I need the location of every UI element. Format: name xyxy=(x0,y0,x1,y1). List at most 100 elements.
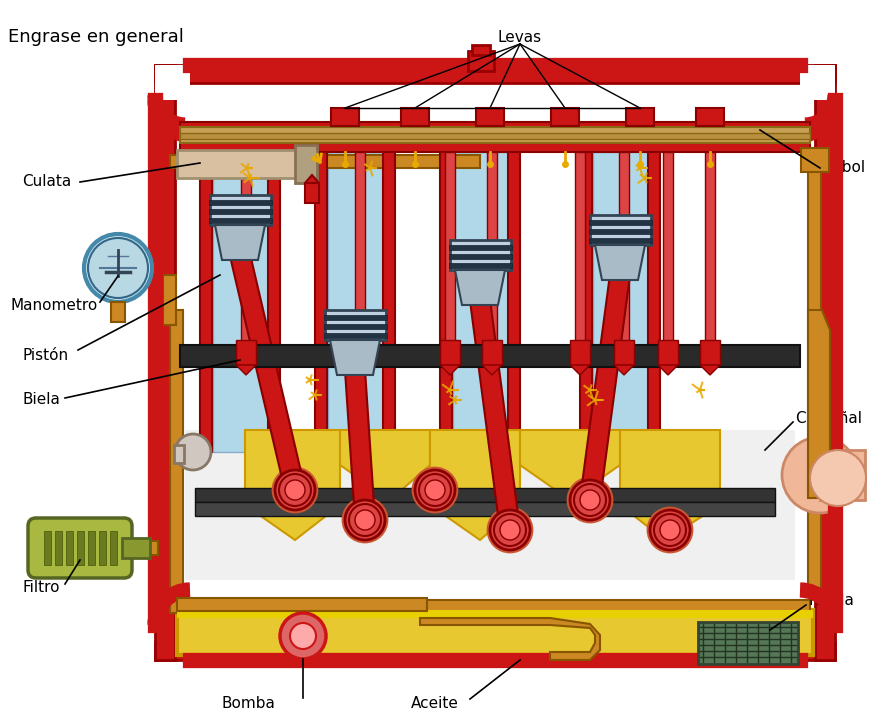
Polygon shape xyxy=(570,365,590,375)
Bar xyxy=(698,622,798,664)
Bar xyxy=(450,240,511,270)
Bar xyxy=(241,152,251,352)
Bar xyxy=(482,340,502,365)
Bar xyxy=(209,209,272,214)
Polygon shape xyxy=(658,365,678,375)
Bar xyxy=(476,108,504,126)
Bar xyxy=(324,315,387,320)
Bar xyxy=(177,598,427,611)
Bar xyxy=(170,310,183,600)
Bar xyxy=(170,155,480,168)
Bar xyxy=(331,108,359,126)
Bar xyxy=(700,340,720,365)
Text: Rejilla: Rejilla xyxy=(808,592,854,607)
Polygon shape xyxy=(215,225,265,260)
Bar xyxy=(122,538,150,558)
Text: Pistón: Pistón xyxy=(22,348,68,363)
Circle shape xyxy=(84,234,152,302)
Bar xyxy=(88,531,95,565)
Bar xyxy=(315,152,327,452)
Bar xyxy=(185,430,795,580)
Circle shape xyxy=(349,504,381,536)
Polygon shape xyxy=(808,310,830,498)
Polygon shape xyxy=(440,365,460,375)
Bar xyxy=(110,531,117,565)
Circle shape xyxy=(345,500,385,540)
Polygon shape xyxy=(620,430,720,540)
Circle shape xyxy=(415,470,455,510)
Bar xyxy=(155,65,175,660)
Circle shape xyxy=(285,480,305,500)
Bar xyxy=(801,148,829,172)
Bar xyxy=(350,340,370,365)
Text: Bomba: Bomba xyxy=(221,696,275,710)
Polygon shape xyxy=(700,365,720,375)
Bar xyxy=(99,531,106,565)
Circle shape xyxy=(273,468,317,512)
Polygon shape xyxy=(470,299,519,531)
Bar xyxy=(800,65,835,100)
Circle shape xyxy=(290,623,316,649)
Text: Cigüeñal: Cigüeñal xyxy=(795,411,862,426)
Circle shape xyxy=(275,470,315,510)
Bar xyxy=(355,152,365,352)
Bar xyxy=(808,155,821,595)
Bar xyxy=(696,108,724,126)
Circle shape xyxy=(413,468,457,512)
Polygon shape xyxy=(614,365,634,375)
Circle shape xyxy=(88,238,148,298)
Bar xyxy=(590,215,651,245)
Bar xyxy=(209,218,272,223)
Bar xyxy=(570,340,590,365)
Bar xyxy=(328,152,383,452)
Bar xyxy=(449,245,512,250)
Bar xyxy=(383,152,395,452)
Bar xyxy=(487,152,497,352)
Bar xyxy=(449,254,512,259)
Bar xyxy=(155,65,190,100)
Circle shape xyxy=(175,434,211,470)
Bar xyxy=(551,108,579,126)
Bar xyxy=(705,152,715,352)
Text: Árbol: Árbol xyxy=(826,161,866,175)
Polygon shape xyxy=(482,365,502,375)
Text: Biela: Biela xyxy=(22,392,59,408)
Bar xyxy=(815,65,835,660)
Text: Manometro: Manometro xyxy=(10,298,98,313)
Bar xyxy=(55,531,62,565)
Circle shape xyxy=(810,450,866,506)
Bar xyxy=(44,531,51,565)
Bar xyxy=(449,263,512,268)
Bar xyxy=(324,333,387,338)
Circle shape xyxy=(570,480,610,520)
Polygon shape xyxy=(245,430,340,540)
Bar xyxy=(195,488,775,502)
Bar xyxy=(200,152,212,452)
Bar xyxy=(111,302,125,322)
Bar xyxy=(626,108,654,126)
Circle shape xyxy=(574,484,606,516)
Polygon shape xyxy=(580,274,630,501)
Polygon shape xyxy=(455,270,505,305)
Circle shape xyxy=(280,613,326,659)
Bar xyxy=(619,152,629,352)
Bar xyxy=(148,541,158,555)
Text: Levas: Levas xyxy=(498,30,542,46)
Polygon shape xyxy=(345,369,375,521)
Bar xyxy=(210,195,271,225)
Circle shape xyxy=(488,508,532,552)
Polygon shape xyxy=(340,430,430,500)
Bar xyxy=(180,345,800,367)
Bar xyxy=(177,610,813,655)
Bar xyxy=(180,127,810,143)
Polygon shape xyxy=(330,340,380,375)
Bar xyxy=(77,531,84,565)
Bar xyxy=(648,152,660,452)
Bar xyxy=(195,502,775,516)
Text: Aceite: Aceite xyxy=(411,696,459,710)
Circle shape xyxy=(654,514,686,546)
Bar xyxy=(177,150,297,178)
Bar xyxy=(170,600,810,613)
Polygon shape xyxy=(520,430,620,500)
Circle shape xyxy=(343,498,387,542)
